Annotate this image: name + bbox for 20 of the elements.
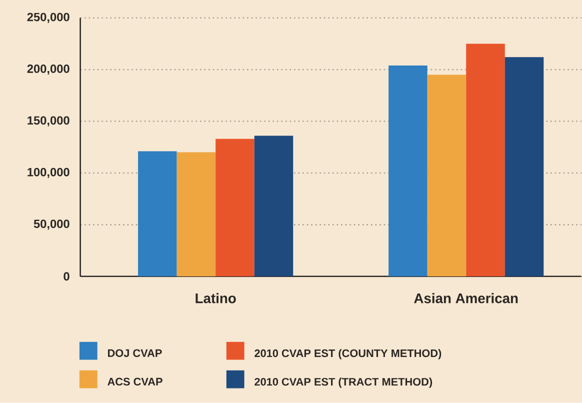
bar — [466, 44, 505, 277]
x-tick-label: Latino — [196, 293, 236, 304]
bar — [504, 57, 544, 277]
bar — [138, 151, 177, 277]
y-tick-label: 0 — [64, 272, 70, 281]
y-tick-label: 150,000 — [28, 116, 70, 127]
y-tick-label: 200,000 — [27, 64, 70, 75]
bar — [427, 74, 466, 277]
y-tick-label: 100,000 — [28, 168, 70, 178]
legend-label: 2010 CVAP EST (TRACT METHOD) — [254, 378, 432, 388]
bar — [216, 139, 254, 277]
y-tick-label: 250,000 — [27, 13, 70, 24]
legend-label: ACS CVAP — [108, 378, 162, 386]
bar — [388, 66, 428, 277]
legend-label: DOJ CVAP — [108, 349, 162, 358]
bar — [176, 152, 216, 277]
x-tick-label: Asian American — [414, 293, 518, 304]
legend-label: 2010 CVAP EST (COUNTY METHOD) — [254, 349, 442, 360]
y-tick-label: 50,000 — [34, 220, 70, 230]
bar — [254, 136, 294, 277]
